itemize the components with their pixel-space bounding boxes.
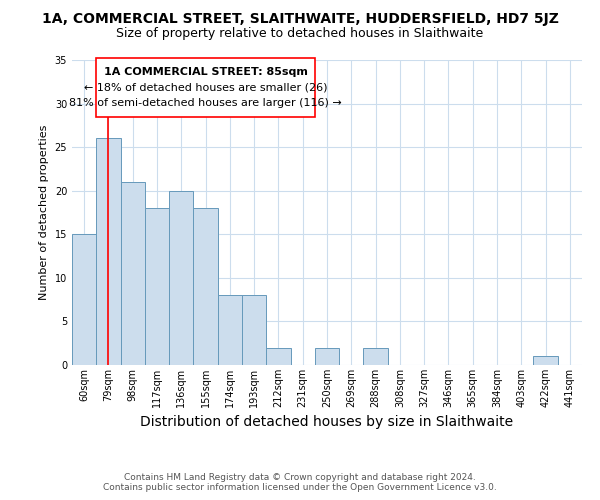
Bar	[315, 348, 339, 365]
Bar	[121, 182, 145, 365]
Text: 1A COMMERCIAL STREET: 85sqm: 1A COMMERCIAL STREET: 85sqm	[104, 67, 308, 77]
Bar	[72, 234, 96, 365]
Bar	[218, 296, 242, 365]
Bar	[96, 138, 121, 365]
Bar	[364, 348, 388, 365]
Bar	[169, 190, 193, 365]
Y-axis label: Number of detached properties: Number of detached properties	[39, 125, 49, 300]
FancyBboxPatch shape	[96, 58, 315, 116]
Text: 81% of semi-detached houses are larger (116) →: 81% of semi-detached houses are larger (…	[69, 98, 342, 108]
Bar	[533, 356, 558, 365]
Bar	[193, 208, 218, 365]
X-axis label: Distribution of detached houses by size in Slaithwaite: Distribution of detached houses by size …	[140, 416, 514, 430]
Bar	[266, 348, 290, 365]
Text: Contains HM Land Registry data © Crown copyright and database right 2024.
Contai: Contains HM Land Registry data © Crown c…	[103, 473, 497, 492]
Bar	[145, 208, 169, 365]
Text: 1A, COMMERCIAL STREET, SLAITHWAITE, HUDDERSFIELD, HD7 5JZ: 1A, COMMERCIAL STREET, SLAITHWAITE, HUDD…	[41, 12, 559, 26]
Bar	[242, 296, 266, 365]
Text: ← 18% of detached houses are smaller (26): ← 18% of detached houses are smaller (26…	[84, 82, 328, 92]
Text: Size of property relative to detached houses in Slaithwaite: Size of property relative to detached ho…	[116, 28, 484, 40]
